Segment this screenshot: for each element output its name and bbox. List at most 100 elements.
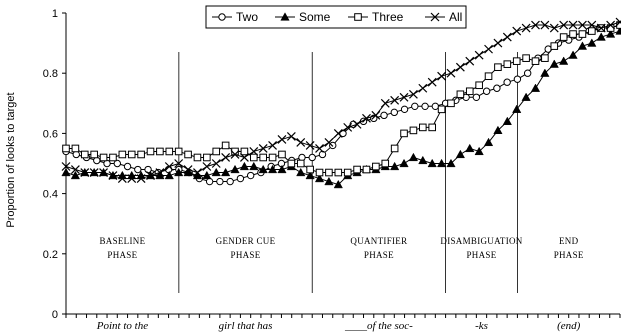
data-point <box>249 147 259 156</box>
legend-label: Some <box>299 10 331 24</box>
data-point-stroke <box>99 168 108 177</box>
data-point-stroke <box>371 110 381 120</box>
data-point-stroke <box>155 168 165 177</box>
data-point <box>211 167 221 177</box>
data-point <box>202 162 212 171</box>
data-point-stroke <box>465 56 475 66</box>
data-point <box>127 174 137 183</box>
data-point <box>249 153 258 162</box>
data-point-stroke <box>474 50 484 60</box>
data-point-stroke <box>430 12 440 22</box>
data-point <box>502 32 512 42</box>
data-point <box>117 174 127 183</box>
data-point <box>61 167 71 177</box>
legend-label: All <box>449 10 462 24</box>
data-point-stroke <box>512 26 522 36</box>
data-point <box>108 171 118 180</box>
data-point-stroke <box>70 165 80 174</box>
data-point <box>156 147 164 156</box>
data-point <box>278 150 286 159</box>
data-point <box>164 162 174 171</box>
data-point <box>203 153 211 162</box>
data-point-stroke <box>193 168 202 177</box>
data-point <box>305 141 315 150</box>
data-point <box>230 164 240 174</box>
data-point-stroke <box>108 171 118 180</box>
data-point-stroke <box>390 95 400 105</box>
data-point-stroke <box>606 20 616 30</box>
data-point-stroke <box>615 20 621 27</box>
data-point <box>325 168 333 177</box>
data-point <box>577 41 588 50</box>
phase-label-line1: DISAMBIGUATION <box>440 236 522 246</box>
data-point-stroke <box>427 77 437 87</box>
data-point-stroke <box>380 98 390 108</box>
data-point-stroke <box>164 162 174 171</box>
data-point <box>305 170 315 180</box>
data-point <box>62 144 70 153</box>
data-point <box>277 134 287 144</box>
data-point <box>446 158 456 168</box>
data-point <box>465 143 475 153</box>
data-point <box>202 170 212 180</box>
data-point <box>324 176 334 186</box>
data-point <box>221 153 231 162</box>
data-point-stroke <box>127 174 137 183</box>
data-point <box>380 111 388 120</box>
phase-label-line2: PHASE <box>231 250 261 260</box>
data-point <box>530 83 541 92</box>
data-point <box>90 150 98 159</box>
legend-label: Three <box>372 10 404 24</box>
series-line <box>65 24 621 183</box>
phase-label-line2: PHASE <box>364 250 394 260</box>
data-point <box>381 159 390 168</box>
legend-item-some: Some <box>275 10 331 24</box>
data-point <box>493 84 501 92</box>
data-point <box>531 57 540 65</box>
data-point <box>483 137 494 147</box>
data-point-stroke <box>61 162 71 171</box>
data-point <box>212 147 221 156</box>
data-point <box>430 12 440 22</box>
data-point <box>240 147 249 156</box>
data-point <box>146 147 155 156</box>
data-point <box>596 32 606 41</box>
data-point <box>605 29 616 38</box>
data-point <box>267 164 278 174</box>
data-point <box>259 153 267 162</box>
y-axis-label: Proportion of looks to target <box>5 92 17 227</box>
data-point <box>123 162 132 171</box>
data-point-stroke <box>437 71 447 81</box>
data-point <box>447 99 455 108</box>
data-point <box>512 26 522 36</box>
series-two <box>62 21 621 186</box>
data-point <box>354 13 362 21</box>
series-three <box>62 21 621 177</box>
data-point <box>559 56 569 65</box>
data-point <box>333 128 343 138</box>
data-point-stroke <box>174 159 184 168</box>
data-point <box>503 78 511 86</box>
legend-item-all: All <box>425 10 462 24</box>
data-point <box>418 83 428 93</box>
data-point <box>99 168 108 177</box>
data-point <box>258 164 268 174</box>
phase-label-line2: PHASE <box>554 250 584 260</box>
series-some <box>61 26 621 189</box>
data-point <box>205 177 214 186</box>
data-point <box>512 57 521 65</box>
data-point <box>399 158 409 168</box>
data-point <box>193 168 202 177</box>
data-point <box>333 179 343 189</box>
data-point-stroke <box>540 20 550 30</box>
legend: Two Some Three All <box>205 5 467 29</box>
data-point <box>569 30 577 38</box>
data-point <box>174 159 184 168</box>
data-point-stroke <box>239 153 249 162</box>
data-point-stroke <box>352 119 362 129</box>
data-point-stroke <box>136 174 146 183</box>
data-point <box>408 152 419 162</box>
y-tick-label: 0.2 <box>43 249 58 261</box>
legend-label: Two <box>236 10 258 24</box>
data-point <box>146 171 155 180</box>
